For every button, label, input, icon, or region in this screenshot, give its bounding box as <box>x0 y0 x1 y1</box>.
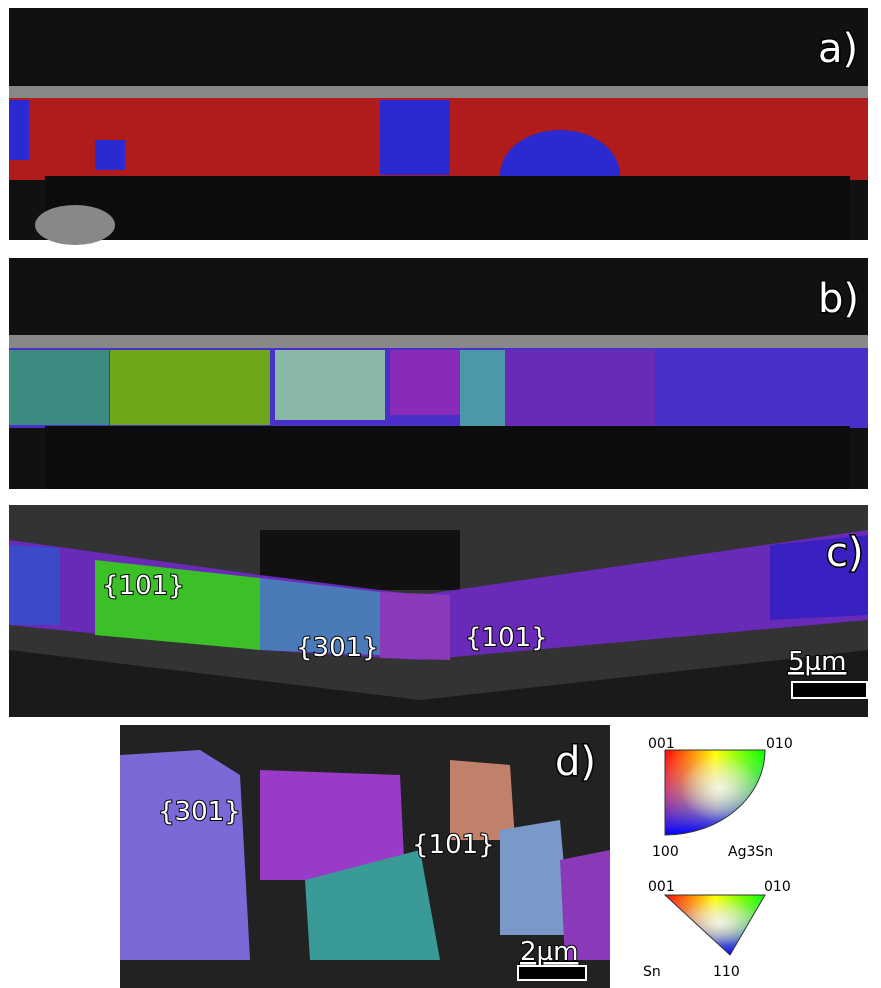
scale-bar-label: 2µm <box>520 937 578 967</box>
annotation: {101} <box>465 623 548 653</box>
scale-bar-label: 5µm <box>788 647 846 677</box>
scale-bar <box>792 682 867 698</box>
legend-corner: 100 <box>652 844 679 860</box>
panel-label: d) <box>555 739 596 785</box>
annotation: {101} <box>412 830 495 860</box>
legend-phase: Sn <box>643 964 661 980</box>
legend-phase: Ag3Sn <box>728 844 773 860</box>
figure: a) b) c) {101} {301} {101} 5µm d) {301} … <box>0 0 881 988</box>
panel-a: a) <box>9 8 868 245</box>
legend-corner: 001 <box>648 736 675 752</box>
panel-label: a) <box>818 26 858 72</box>
panel-d: d) {301} {101} 2µm <box>120 725 610 988</box>
legend-corner: 010 <box>766 736 793 752</box>
panel-c: c) {101} {301} {101} 5µm <box>9 505 868 717</box>
legend-corner: 001 <box>648 879 675 895</box>
annotation: {301} <box>158 797 241 827</box>
panel-label: c) <box>826 530 864 576</box>
panel-label: b) <box>818 276 859 322</box>
legend-corner: 110 <box>713 964 740 980</box>
scale-bar <box>518 966 586 980</box>
legend-ag3sn: 001 010 100 Ag3Sn <box>648 736 793 860</box>
legend-corner: 010 <box>764 879 791 895</box>
annotation: {301} <box>296 633 379 663</box>
panel-b: b) <box>9 258 868 489</box>
annotation: {101} <box>102 571 185 601</box>
legend-sn: 001 010 110 Sn <box>643 879 791 980</box>
